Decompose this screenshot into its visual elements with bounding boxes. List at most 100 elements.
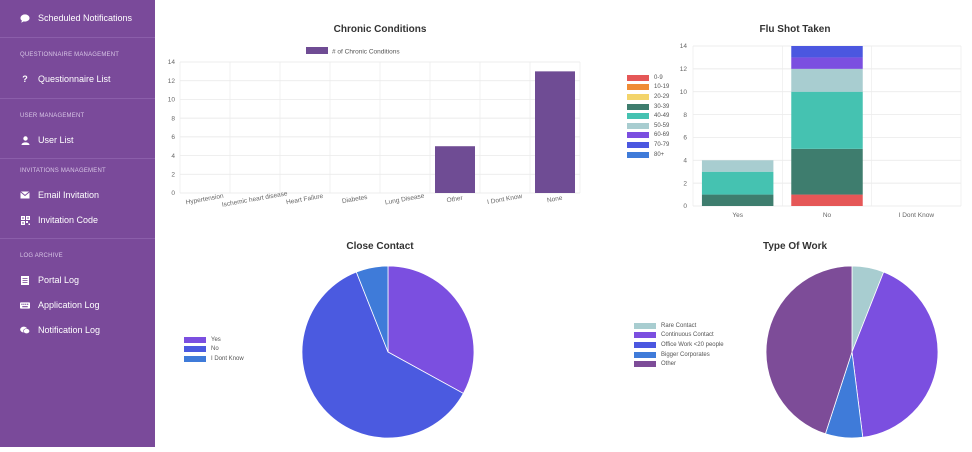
legend-item[interactable]: 50-59 [627,121,669,131]
sidebar-item-application-log[interactable]: Application Log [0,293,155,317]
bar-segment-yes-30-39[interactable] [701,194,774,206]
legend-item[interactable]: 60-69 [627,131,669,141]
legend-label: Bigger Corporates [661,351,710,358]
legend-label: 10-19 [654,84,670,91]
legend-item[interactable]: 70-79 [627,140,669,150]
pie-slice-yes[interactable] [387,265,475,394]
bar-segment-no-0-9[interactable] [791,194,863,206]
document-icon [20,275,30,285]
close-contact-legend[interactable]: Yes No I Dont Know [184,335,244,364]
bar-segment-no-50-59[interactable] [791,68,863,92]
type-of-work-legend[interactable]: Rare Contact Continuous Contact Office Wor… [634,321,724,369]
chat-bubbles-icon [20,325,30,335]
x-tick-label: Hypertension [185,193,224,207]
legend-item[interactable]: Continuous Contact [634,331,724,341]
pie-slice-i-dont-know[interactable] [355,265,389,353]
bar-segment-yes-50-59[interactable] [701,160,774,172]
legend-label: 20-29 [654,93,670,100]
pie-slice-other[interactable] [765,265,853,435]
divider [0,158,155,159]
sidebar-item-label: Scheduled Notifications [38,13,133,23]
legend-item[interactable]: Yes [184,335,244,345]
sidebar-item-invitation-code[interactable]: Invitation Code [0,208,155,232]
legend-item[interactable]: 10-19 [627,83,669,93]
legend-item[interactable]: 40-49 [627,111,669,121]
sidebar-item-label: Invitation Code [38,215,99,225]
legend-label: Other [661,361,677,368]
y-tick-label: 10 [680,89,688,96]
flu-shot-legend[interactable]: 0-9 10-19 20-29 30-39 40-49 50-59 60-69 70-79 80… [627,73,669,159]
divider [0,238,155,239]
bar-segment-no-40-49[interactable] [791,91,863,149]
chart-legend[interactable]: # of Chronic Conditions [306,47,400,56]
sidebar-item-email-invitation[interactable]: Email Invitation [0,183,155,207]
divider [0,98,155,99]
legend-label: 30-39 [654,103,670,110]
legend-swatch [184,336,206,343]
legend-label: 80+ [654,151,665,158]
sidebar-item-user-list[interactable]: User List [0,128,155,152]
sidebar-item-label: Email Invitation [38,190,100,200]
y-tick-label: 4 [683,157,687,164]
legend-item[interactable]: 80+ [627,150,669,160]
section-label-log-archive: LOG ARCHIVE [20,253,63,259]
bar-other[interactable] [435,146,475,193]
bars [435,71,575,193]
slices [301,265,475,439]
legend-item[interactable]: 30-39 [627,102,669,112]
x-tick-label: Diabetes [341,194,368,205]
bar-segment-no-70-79[interactable] [791,46,863,58]
legend-swatch [184,355,206,362]
legend-item[interactable]: I Dont Know [184,354,244,364]
sidebar-item-questionnaire-list[interactable]: ? Questionnaire List [0,67,155,91]
x-tick-label: Other [446,195,464,205]
y-tick-label: 8 [171,115,175,122]
legend-item[interactable]: Rare Contact [634,321,724,331]
grid [179,61,581,194]
legend-label: 50-59 [654,122,670,129]
legend-label: 70-79 [654,141,670,148]
chronic-conditions-chart: # of Chronic Conditions 0 2 4 6 8 10 12 14 Hype… [168,47,581,209]
legend-swatch [634,351,656,358]
bar-segment-no-30-39[interactable] [791,148,863,195]
x-tick-label: I Dont Know [899,212,935,219]
legend-item[interactable]: Other [634,359,724,369]
legend-swatch [627,113,649,120]
legend-item[interactable]: Office Work <20 people [634,340,724,350]
legend-swatch [634,361,656,368]
legend-item[interactable]: 20-29 [627,92,669,102]
bar-segment-yes-40-49[interactable] [701,171,774,195]
chart-title-type-of-work: Type Of Work [762,241,828,252]
sidebar-item-notification-log[interactable]: Notification Log [0,318,155,342]
sidebar-item-scheduled-notifications[interactable]: Scheduled Notifications [0,6,155,30]
legend-label: Continuous Contact [661,332,714,339]
pie-slice-continuous-contact[interactable] [851,271,939,438]
bar-segment-no-60-69[interactable] [791,57,863,69]
legend-item[interactable]: Bigger Corporates [634,350,724,360]
x-tick-label: Heart Failure [286,193,325,206]
qr-code-icon [20,215,30,225]
sidebar-item-label: Questionnaire List [38,74,111,84]
pie-slice-no[interactable] [301,271,464,439]
y-tick-label: 10 [168,97,176,104]
legend-swatch [634,341,656,348]
y-tick-label: 12 [680,66,688,73]
legend-swatch [634,332,656,339]
y-axis: 0 2 4 6 8 10 12 14 [680,43,688,210]
sidebar-item-label: Portal Log [38,275,80,285]
bars [701,46,863,206]
x-tick-label: I Dont Know [487,193,523,206]
y-axis: 0 2 4 6 8 10 12 14 [168,59,176,197]
y-tick-label: 2 [171,171,175,178]
keyboard-icon [20,300,30,310]
slices [765,265,939,439]
legend-item[interactable]: No [184,345,244,355]
legend-item[interactable]: 0-9 [627,73,669,83]
sidebar-item-label: User List [38,135,74,145]
x-axis: Yes No I Dont Know [732,212,934,219]
sidebar-item-portal-log[interactable]: Portal Log [0,268,155,292]
legend-swatch [627,132,649,139]
legend-label: 60-69 [654,132,670,139]
bar-none[interactable] [535,71,575,193]
divider [0,37,155,38]
